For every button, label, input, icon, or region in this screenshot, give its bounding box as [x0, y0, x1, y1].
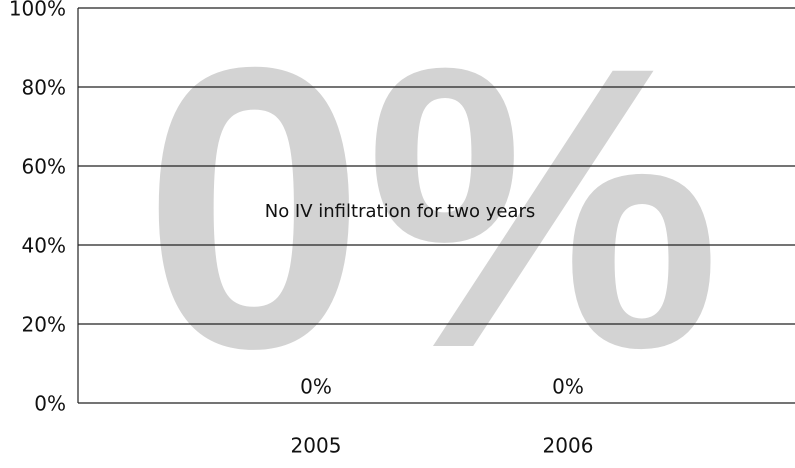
- value-label: 0%: [552, 375, 584, 399]
- y-tick-label: 20%: [22, 313, 66, 337]
- x-tick-label: 2005: [291, 434, 342, 458]
- y-tick-label: 40%: [22, 234, 66, 258]
- y-tick-label: 80%: [22, 76, 66, 100]
- value-label: 0%: [300, 375, 332, 399]
- watermark: 0%: [143, 0, 721, 431]
- x-tick-label: 2006: [543, 434, 594, 458]
- y-tick-label: 60%: [22, 155, 66, 179]
- y-tick-label: 0%: [34, 392, 66, 416]
- annotation: No IV infiltration for two years: [265, 201, 536, 222]
- y-tick-label: 100%: [9, 0, 66, 21]
